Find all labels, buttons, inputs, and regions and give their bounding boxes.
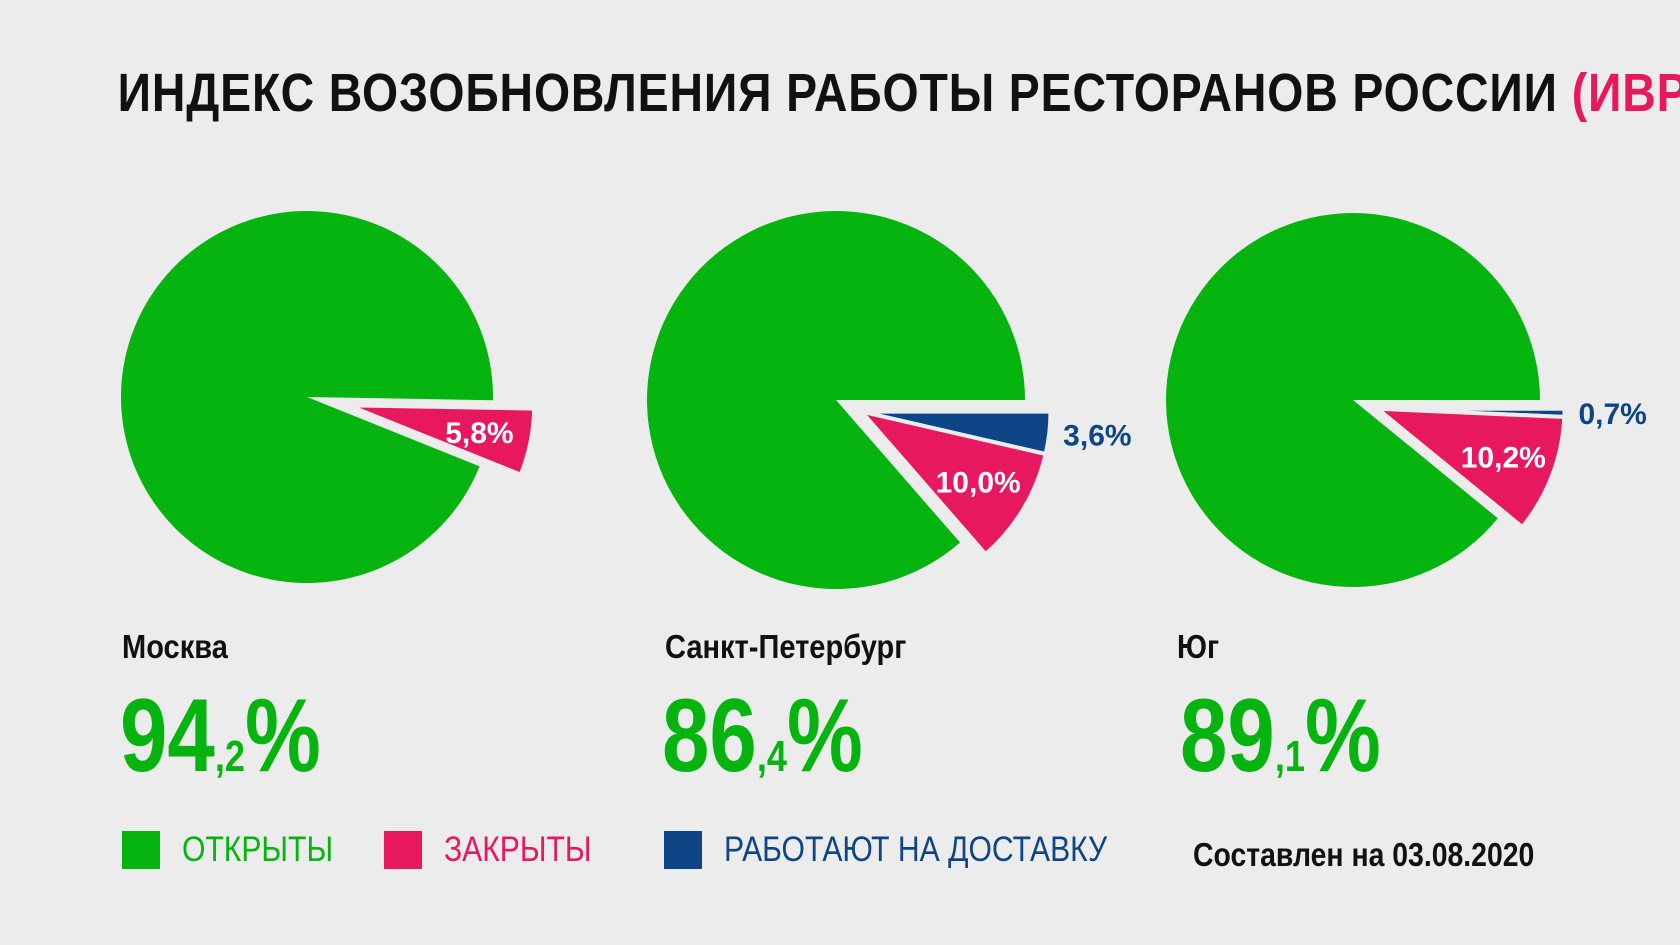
legend-item-open: ОТКРЫТЫ — [122, 830, 358, 870]
legend-swatch-delivery — [664, 831, 702, 869]
headline-dec: ,4 — [756, 732, 787, 781]
headline-pct: % — [244, 678, 321, 794]
region-name-spb: Санкт-Петербург — [665, 628, 907, 665]
headline-value-south: 89,1% — [1180, 684, 1381, 788]
pie-slice-open — [647, 211, 1025, 589]
headline-value-moscow: 94,2% — [120, 684, 321, 788]
slice-label-closed: 10,2% — [1461, 442, 1546, 475]
headline-int: 89 — [1180, 678, 1275, 794]
slice-label-closed: 10,0% — [936, 467, 1021, 500]
legend-swatch-closed — [384, 831, 422, 869]
legend-swatch-open — [122, 831, 160, 869]
chart-title-accent: (ИВРР) — [1571, 63, 1680, 123]
legend-item-closed: ЗАКРЫТЫ — [384, 830, 616, 870]
headline-int: 94 — [120, 678, 215, 794]
pie-slice-open — [121, 211, 493, 584]
pie-slice-open — [1166, 212, 1540, 587]
pie-slice-closed — [1371, 406, 1567, 530]
headline-pct: % — [1304, 678, 1381, 794]
date-note: Составлен на 03.08.2020 — [1193, 836, 1535, 873]
pie-chart-south: 0,7% 10,2% — [1166, 212, 1647, 587]
region-name-south: Юг — [1177, 628, 1220, 665]
slice-label-closed: 5,8% — [445, 417, 513, 450]
legend-label-closed: ЗАКРЫТЫ — [444, 830, 592, 869]
slice-label-delivery: 0,7% — [1578, 398, 1646, 431]
headline-dec: ,2 — [214, 732, 245, 781]
headline-pct: % — [786, 678, 863, 794]
pie-chart-moscow: 5,8% — [121, 211, 537, 584]
legend-label-open: ОТКРЫТЫ — [182, 830, 334, 869]
headline-dec: ,1 — [1274, 732, 1305, 781]
region-name-moscow: Москва — [122, 628, 228, 665]
chart-title-main: ИНДЕКС ВОЗОБНОВЛЕНИЯ РАБОТЫ РЕСТОРАНОВ Р… — [117, 63, 1558, 123]
legend-item-delivery: РАБОТАЮТ НА ДОСТАВКУ — [664, 830, 1170, 870]
pie-slice-closed — [855, 408, 1049, 557]
headline-int: 86 — [662, 678, 757, 794]
slice-label-delivery: 3,6% — [1063, 420, 1131, 453]
legend-label-delivery: РАБОТАЮТ НА ДОСТАВКУ — [724, 830, 1108, 869]
headline-value-spb: 86,4% — [662, 684, 863, 788]
pie-chart-spb: 3,6% 10,0% — [647, 211, 1132, 589]
chart-title: ИНДЕКС ВОЗОБНОВЛЕНИЯ РАБОТЫ РЕСТОРАНОВ Р… — [117, 62, 1680, 124]
pie-slice-closed — [347, 403, 537, 478]
